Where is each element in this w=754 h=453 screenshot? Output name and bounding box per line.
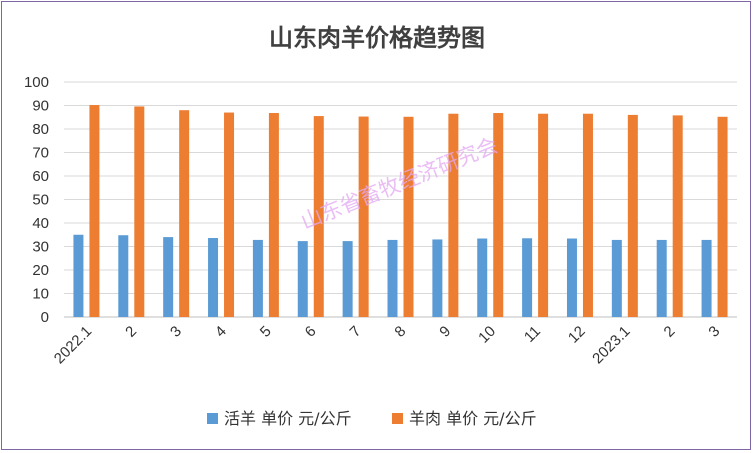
x-tick-label: 2 <box>661 323 679 341</box>
y-tick-label: 90 <box>32 98 49 115</box>
legend-label-mutton: 羊肉 单价 元/公斤 <box>409 409 537 428</box>
bar-live-sheep <box>118 235 129 317</box>
bar-live-sheep <box>387 239 398 317</box>
y-tick-label: 60 <box>32 168 49 185</box>
legend-swatch-mutton <box>392 413 403 424</box>
bar-mutton <box>627 114 638 318</box>
bar-mutton <box>493 113 504 318</box>
y-tick-label: 50 <box>32 192 49 209</box>
bar-live-sheep <box>522 238 533 317</box>
bar-mutton <box>268 113 279 318</box>
bar-live-sheep <box>252 239 263 317</box>
y-tick-label: 80 <box>32 121 49 138</box>
bar-mutton <box>403 116 414 317</box>
bar-live-sheep <box>297 241 308 317</box>
bar-mutton <box>224 112 235 317</box>
legend-swatch-live-sheep <box>207 413 218 424</box>
bar-mutton <box>717 116 728 317</box>
legend: 活羊 单价 元/公斤 羊肉 单价 元/公斤 <box>207 409 537 428</box>
x-tick-label: 3 <box>705 323 723 341</box>
x-tick-label: 6 <box>302 323 320 341</box>
y-tick-label: 70 <box>32 145 49 162</box>
bar-live-sheep <box>163 237 174 317</box>
bars <box>73 105 728 318</box>
legend-label-live-sheep: 活羊 单价 元/公斤 <box>224 409 352 428</box>
y-tick-label: 40 <box>32 215 49 232</box>
bar-live-sheep <box>208 238 219 317</box>
bar-mutton <box>179 110 190 317</box>
bar-live-sheep <box>477 238 488 317</box>
y-tick-label: 30 <box>32 239 49 256</box>
x-tick-label: 5 <box>257 323 275 341</box>
x-tick-label: 2022.1 <box>51 323 95 367</box>
x-tick-label: 9 <box>436 323 454 341</box>
x-tick-label: 10 <box>475 323 499 347</box>
y-tick-label: 0 <box>41 309 49 326</box>
bar-mutton <box>448 113 459 317</box>
bar-mutton <box>89 105 100 317</box>
bar-mutton <box>358 116 369 317</box>
bar-live-sheep <box>566 238 577 317</box>
bar-live-sheep <box>432 239 443 317</box>
bar-live-sheep <box>73 234 84 317</box>
x-axis-ticks: 2022.1 2 3 4 5 6 7 8 9 10 11 12 2023.1 2 3 <box>51 323 724 367</box>
bar-live-sheep <box>611 239 622 317</box>
gridlines <box>64 81 737 318</box>
x-tick-label: 11 <box>521 323 544 346</box>
bar-mutton <box>582 113 593 317</box>
bar-mutton <box>672 115 683 318</box>
bar-mutton <box>134 106 145 317</box>
x-tick-label: 12 <box>565 323 589 347</box>
x-tick-label: 8 <box>391 323 409 341</box>
x-tick-label: 4 <box>212 323 230 341</box>
y-tick-label: 100 <box>24 74 49 91</box>
bar-mutton <box>313 116 324 317</box>
bar-live-sheep <box>701 239 712 317</box>
x-tick-label: 2 <box>122 323 140 341</box>
x-tick-label: 2023.1 <box>589 323 633 367</box>
x-tick-label: 3 <box>167 323 185 341</box>
bar-live-sheep <box>342 241 353 317</box>
watermark-text: 山东省畜牧经济研究会 <box>298 133 502 234</box>
y-tick-label: 10 <box>32 286 49 303</box>
y-tick-label: 20 <box>32 262 49 279</box>
chart-title: 山东肉羊价格趋势图 <box>269 24 485 52</box>
x-tick-label: 7 <box>347 323 365 341</box>
bar-live-sheep <box>656 239 667 317</box>
bar-mutton <box>538 113 549 317</box>
y-axis-ticks: 0 10 20 30 40 50 60 70 80 90 100 <box>24 74 49 326</box>
